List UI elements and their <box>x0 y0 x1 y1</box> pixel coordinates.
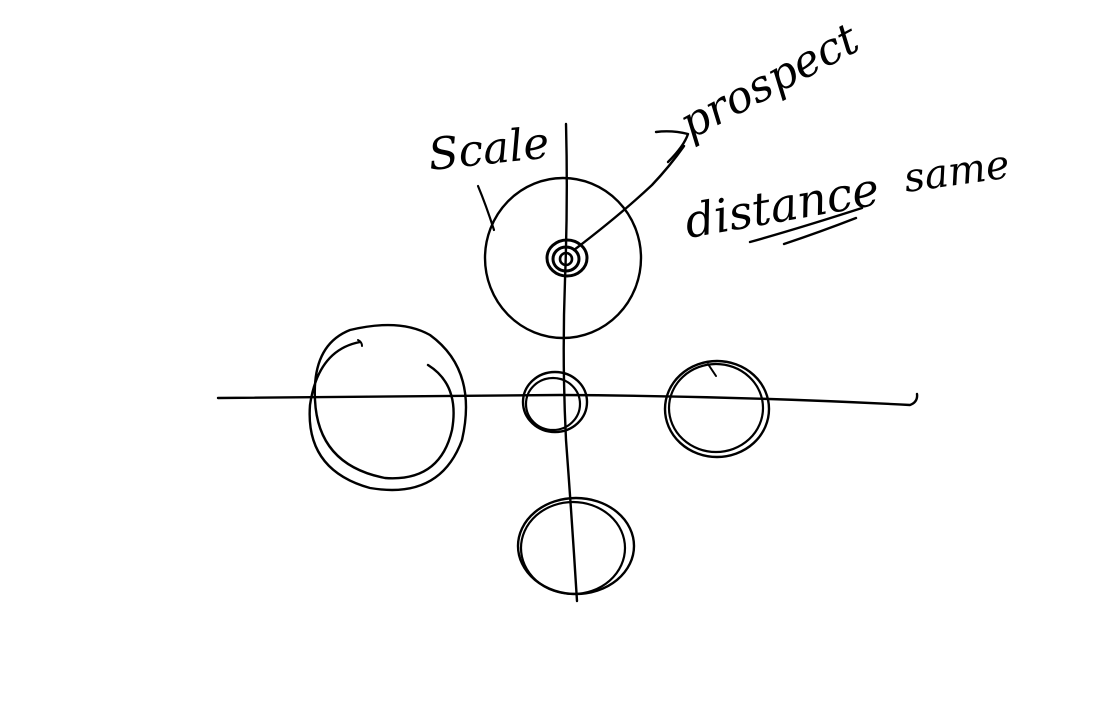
same-label: same <box>901 142 1012 202</box>
right-medium-circle <box>665 361 769 457</box>
origin-small-circle <box>523 372 587 432</box>
vertical-axis <box>564 124 577 601</box>
scale-pointer <box>478 186 494 230</box>
scale-label: Scale <box>426 118 552 181</box>
prospect-arrow <box>574 131 688 250</box>
prospect-label: prospect <box>671 13 867 150</box>
left-large-circle <box>310 325 466 490</box>
horizontal-axis <box>218 394 917 405</box>
distance-label: distance <box>681 162 884 249</box>
